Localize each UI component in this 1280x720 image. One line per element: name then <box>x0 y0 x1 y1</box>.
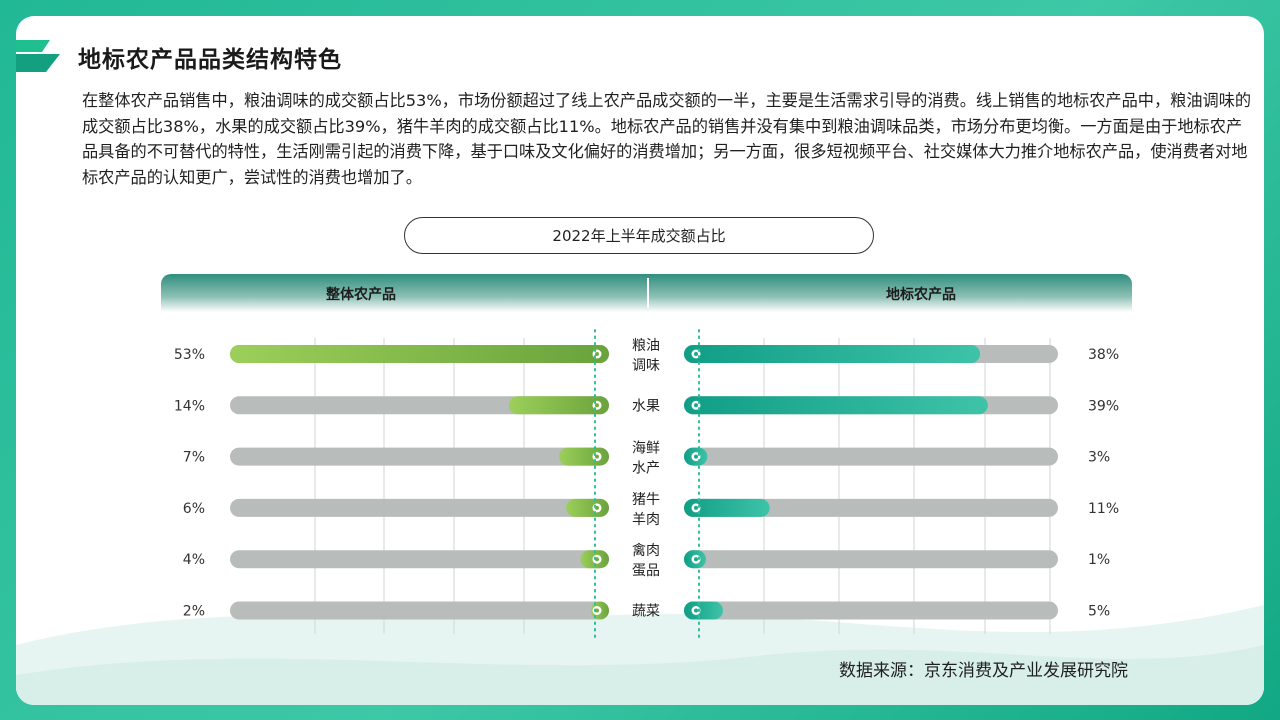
category-label-0-1: 调味 <box>632 358 660 374</box>
chart-title: 2022年上半年成交额占比 <box>404 217 874 254</box>
left-track-2 <box>230 447 609 466</box>
right-bar-5 <box>684 601 723 620</box>
left-series-header: 整体农产品 <box>326 287 396 303</box>
right-start-dot-core-5 <box>694 608 698 613</box>
left-track-5 <box>230 601 609 620</box>
category-label-4-1: 蛋品 <box>632 563 660 579</box>
right-start-dot-core-3 <box>694 505 698 510</box>
right-value-label-4: 1% <box>1088 552 1110 568</box>
left-value-label-2: 7% <box>183 450 205 466</box>
left-value-label-4: 4% <box>183 552 205 568</box>
category-label-4-0: 禽肉 <box>632 542 660 559</box>
right-start-dot-core-4 <box>694 557 698 562</box>
left-value-label-1: 14% <box>174 398 205 414</box>
page-title: 地标农产品品类结构特色 <box>78 47 342 73</box>
category-label-2-0: 海鲜 <box>632 441 660 457</box>
left-end-dot-core-1 <box>595 403 599 408</box>
category-label-5-0: 蔬菜 <box>632 604 660 620</box>
left-value-label-0: 53% <box>174 347 205 363</box>
description-paragraph: 在整体农产品销售中，粮油调味的成交额占比53%，市场份额超过了线上农产品成交额的… <box>82 91 1252 187</box>
left-track-4 <box>230 550 609 569</box>
left-value-label-5: 2% <box>183 604 205 620</box>
right-value-label-5: 5% <box>1088 604 1110 620</box>
category-label-0-0: 粮油 <box>632 338 660 354</box>
header-divider <box>647 278 649 308</box>
right-bar-0 <box>684 345 981 363</box>
category-label-3-1: 羊肉 <box>632 512 660 528</box>
left-bar-2 <box>558 447 609 466</box>
left-track-3 <box>230 498 609 517</box>
right-value-label-0: 38% <box>1088 347 1119 363</box>
right-series-header: 地标农产品 <box>886 287 956 303</box>
right-bar-3 <box>684 498 770 517</box>
left-bar-0 <box>230 345 609 363</box>
right-bar-1 <box>684 396 988 415</box>
right-track-5 <box>684 601 1058 620</box>
category-label-1-0: 水果 <box>632 398 660 414</box>
chart-header-bar <box>161 274 1132 312</box>
content-card: 地标农产品品类结构特色 在整体农产品销售中，粮油调味的成交额占比53%，市场份额… <box>16 16 1264 705</box>
title-marker-icon <box>16 40 60 72</box>
right-start-dot-core-0 <box>694 352 698 356</box>
decorative-wave <box>16 605 1264 705</box>
left-value-label-3: 6% <box>183 501 205 517</box>
right-value-label-1: 39% <box>1088 398 1119 414</box>
right-start-dot-core-1 <box>694 403 698 408</box>
right-value-label-2: 3% <box>1088 450 1110 466</box>
category-label-3-0: 猪牛 <box>632 492 660 508</box>
left-end-dot-core-0 <box>595 352 599 356</box>
left-bar-3 <box>566 498 609 517</box>
left-bar-1 <box>508 396 609 415</box>
right-start-dot-core-2 <box>694 454 698 459</box>
category-label-2-1: 水产 <box>632 461 660 477</box>
data-source: 数据来源：京东消费及产业发展研究院 <box>839 661 1128 681</box>
left-end-dot-core-2 <box>595 454 599 459</box>
right-value-label-3: 11% <box>1088 501 1119 517</box>
right-track-3 <box>684 498 1058 517</box>
right-track-4 <box>684 550 1058 569</box>
right-track-2 <box>684 447 1058 466</box>
